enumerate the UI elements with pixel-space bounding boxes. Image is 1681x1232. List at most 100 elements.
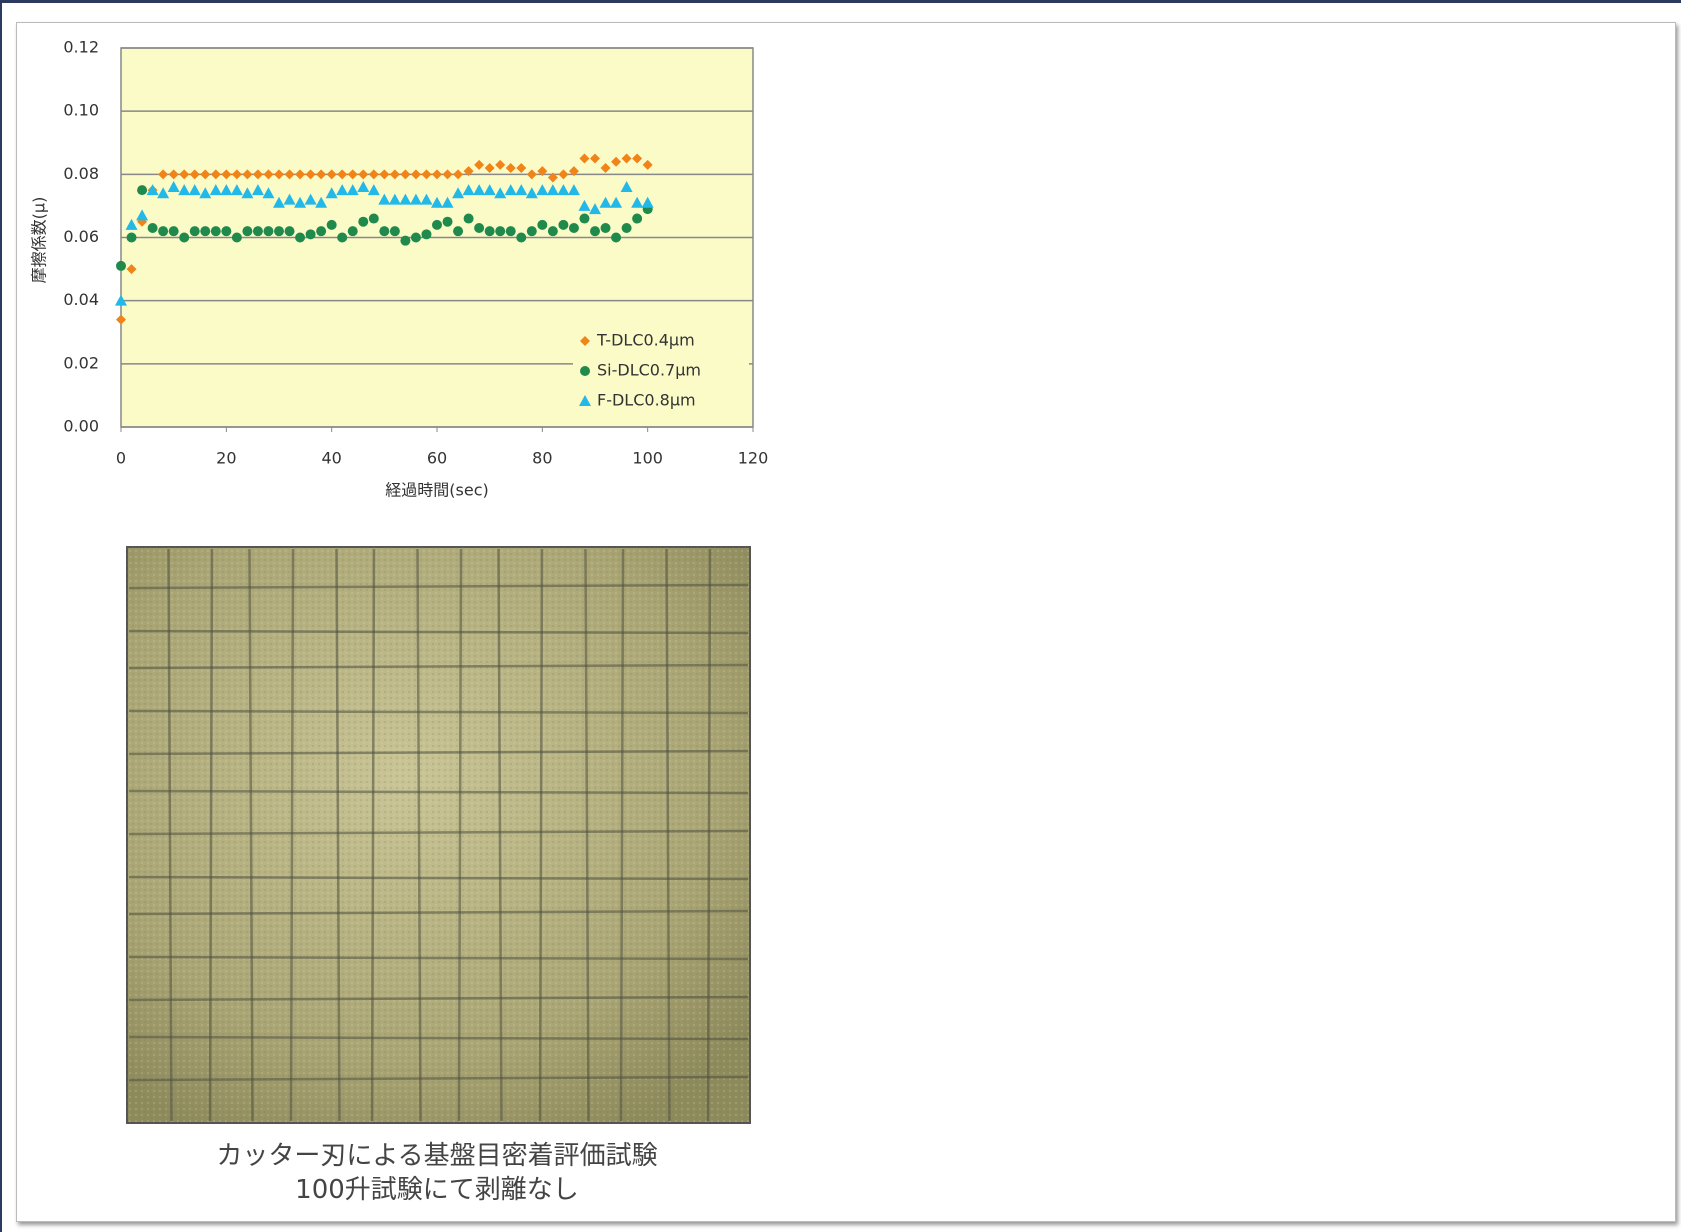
data-point (126, 232, 137, 243)
legend-marker (579, 395, 591, 406)
photo-grid-line (128, 875, 749, 881)
data-point (337, 169, 348, 180)
photo-grid-line (128, 749, 749, 756)
data-point (526, 169, 537, 180)
data-point (367, 184, 380, 196)
data-point (315, 196, 328, 208)
data-point (262, 187, 275, 199)
data-point (557, 184, 570, 196)
x-tick-label: 120 (738, 449, 769, 468)
data-point (474, 223, 485, 234)
data-point (558, 169, 569, 180)
data-point (494, 187, 507, 199)
data-point (621, 153, 632, 164)
data-point (620, 180, 633, 192)
data-point (632, 213, 643, 224)
data-point (589, 203, 601, 215)
data-point (378, 193, 391, 205)
data-point (200, 169, 211, 180)
legend-box (573, 327, 749, 419)
data-point (621, 223, 632, 234)
data-point (505, 226, 516, 237)
data-point (221, 169, 232, 180)
data-point (558, 219, 569, 230)
data-point (337, 232, 348, 243)
data-point (547, 226, 558, 237)
data-point (284, 169, 295, 180)
data-point (632, 153, 643, 164)
data-point (600, 223, 611, 234)
data-point (252, 169, 263, 180)
photo-grid-line (370, 548, 376, 1122)
photo-caption: 100升試験にて剥離なし (295, 1175, 579, 1205)
data-point (158, 169, 169, 180)
legend-label: T-DLC0.4μm (596, 331, 695, 350)
data-point (379, 226, 390, 237)
data-point (599, 196, 612, 208)
data-point (442, 169, 453, 180)
data-point (326, 169, 337, 180)
data-point (515, 184, 528, 196)
data-point (199, 187, 212, 199)
data-point (389, 169, 400, 180)
data-point (409, 193, 422, 205)
data-point (295, 169, 306, 180)
photo-grid-line (584, 548, 590, 1122)
data-point (537, 166, 548, 177)
data-point (453, 169, 464, 180)
data-point (126, 264, 137, 275)
photo-grid-line (706, 548, 712, 1122)
photo-grid-line (248, 548, 254, 1122)
y-tick-label: 0.10 (63, 101, 99, 120)
data-point (547, 172, 558, 183)
data-point (431, 196, 443, 208)
data-point (421, 169, 432, 180)
data-point (251, 184, 264, 196)
data-point (158, 226, 169, 237)
data-point (347, 226, 358, 237)
data-point (125, 218, 138, 230)
data-point (336, 184, 349, 196)
x-axis-label: 経過時間(sec) (385, 481, 488, 500)
legend-label: F-DLC0.8μm (597, 391, 696, 410)
data-point (147, 223, 158, 234)
data-point (368, 213, 379, 224)
data-point (483, 184, 496, 196)
data-point (347, 169, 358, 180)
data-point (346, 184, 359, 196)
data-point (432, 169, 442, 180)
data-point (189, 169, 200, 180)
data-point (495, 226, 506, 237)
data-point (579, 153, 590, 164)
data-point (516, 163, 527, 174)
photo-grid (128, 548, 749, 1122)
data-point (473, 184, 486, 196)
data-point (167, 180, 180, 192)
data-point (484, 226, 495, 237)
data-point (241, 187, 254, 199)
data-point (611, 156, 622, 167)
data-point (611, 232, 622, 243)
data-point (242, 226, 253, 237)
photo-grid-line (128, 829, 749, 836)
photo-grid-line (128, 995, 749, 1002)
data-point (504, 184, 517, 196)
data-point (432, 219, 442, 230)
data-point (305, 169, 316, 180)
data-point (474, 159, 485, 170)
data-point (274, 226, 284, 237)
photo-grid-line (665, 548, 671, 1122)
x-tick-label: 80 (532, 449, 552, 468)
data-point (495, 159, 506, 170)
data-point (567, 184, 580, 196)
photo-grid-line (128, 909, 749, 916)
data-point (220, 184, 233, 196)
data-point (546, 184, 559, 196)
data-point (304, 193, 317, 205)
y-tick-label: 0.02 (63, 353, 99, 372)
data-point (641, 196, 654, 208)
data-point (463, 166, 474, 177)
photo-caption: カッター刃による基盤目密着評価試験 (216, 1141, 658, 1171)
legend-marker (580, 366, 590, 376)
